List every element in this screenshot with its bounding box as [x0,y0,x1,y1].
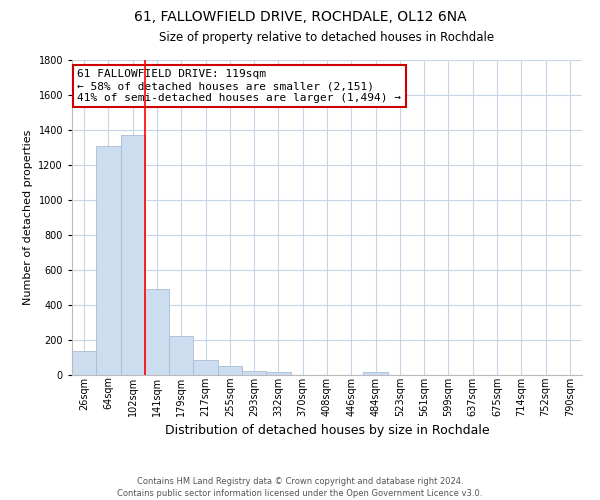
Bar [242,370,266,375]
Bar [121,135,145,375]
Bar [266,372,290,375]
Text: 61, FALLOWFIELD DRIVE, ROCHDALE, OL12 6NA: 61, FALLOWFIELD DRIVE, ROCHDALE, OL12 6N… [134,10,466,24]
Bar [218,366,242,375]
Bar [72,350,96,375]
Y-axis label: Number of detached properties: Number of detached properties [23,130,33,305]
Title: Size of property relative to detached houses in Rochdale: Size of property relative to detached ho… [160,30,494,44]
Bar [193,360,218,375]
Text: 61 FALLOWFIELD DRIVE: 119sqm
← 58% of detached houses are smaller (2,151)
41% of: 61 FALLOWFIELD DRIVE: 119sqm ← 58% of de… [77,70,401,102]
Bar [145,289,169,375]
X-axis label: Distribution of detached houses by size in Rochdale: Distribution of detached houses by size … [164,424,490,437]
Bar [96,146,121,375]
Bar [169,336,193,375]
Text: Contains HM Land Registry data © Crown copyright and database right 2024.
Contai: Contains HM Land Registry data © Crown c… [118,476,482,498]
Bar [364,372,388,375]
